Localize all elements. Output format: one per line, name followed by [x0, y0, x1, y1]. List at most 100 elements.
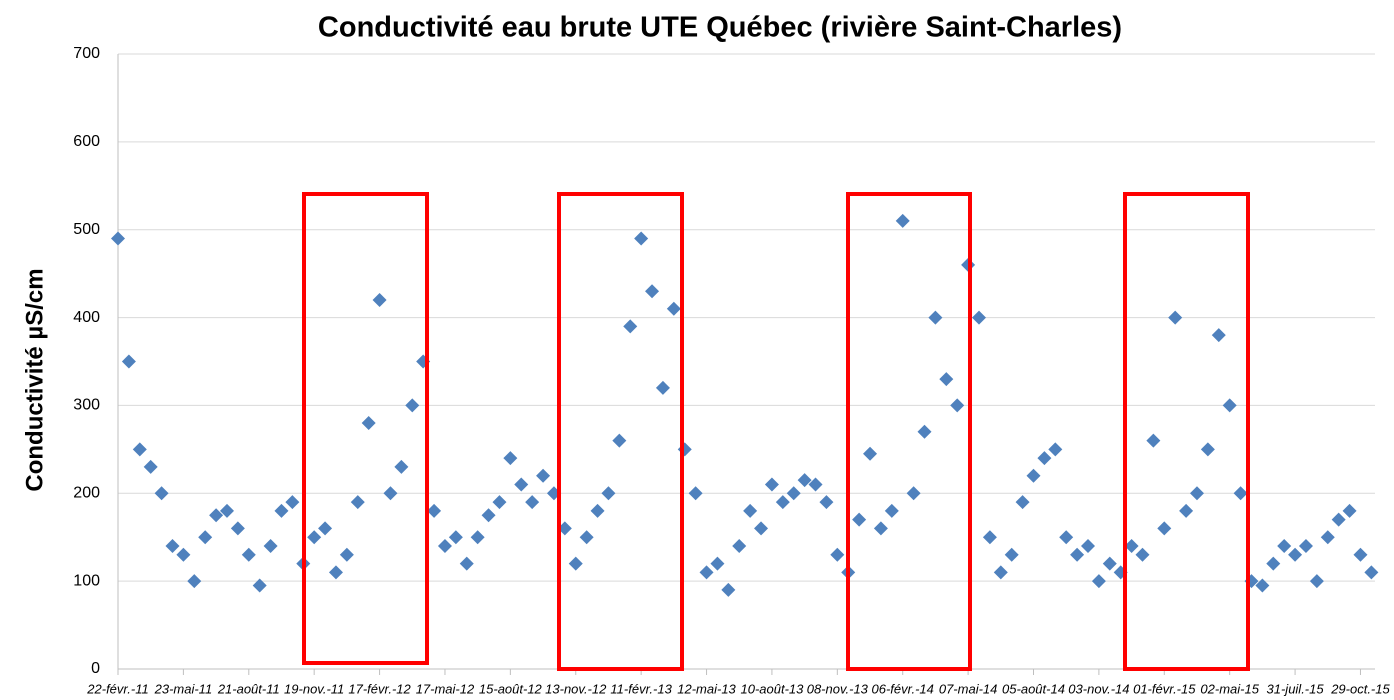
highlight-box [1123, 192, 1250, 671]
x-tick-label: 05-août-14 [1002, 681, 1065, 696]
y-tick-label: 500 [73, 221, 100, 238]
data-point [590, 503, 605, 518]
x-tick-label: 17-mai-12 [416, 681, 475, 696]
data-point [1059, 530, 1074, 545]
data-point [459, 556, 474, 571]
data-point [525, 495, 540, 510]
data-point [405, 398, 420, 413]
data-point [427, 503, 442, 518]
data-point [274, 503, 289, 518]
x-tick-label: 21-août-11 [217, 681, 280, 696]
x-tick-label: 01-févr.-15 [1133, 681, 1196, 696]
data-point [1102, 556, 1117, 571]
data-point [764, 477, 779, 492]
x-tick-label: 22-févr.-11 [86, 681, 148, 696]
data-point [710, 556, 725, 571]
data-point [1146, 433, 1161, 448]
data-point [1168, 310, 1183, 325]
data-point [743, 503, 758, 518]
data-point [187, 574, 202, 589]
data-point [1277, 539, 1292, 553]
data-point [579, 530, 594, 545]
y-tick-label: 100 [73, 572, 100, 589]
data-point [906, 486, 921, 501]
data-point [1189, 486, 1204, 501]
highlight-boxes [302, 192, 1250, 671]
data-point [830, 547, 845, 562]
x-tick-label: 15-août-12 [479, 681, 543, 696]
data-point [819, 495, 834, 510]
chart-title: Conductivité eau brute UTE Québec (riviè… [318, 12, 1122, 44]
x-tick-label: 08-nov.-13 [807, 681, 869, 696]
data-point [1255, 578, 1270, 593]
x-tick-label: 02-mai-15 [1200, 681, 1259, 696]
data-point [1331, 512, 1346, 527]
highlight-box [302, 192, 429, 665]
data-point [514, 477, 529, 492]
data-point [1048, 442, 1063, 457]
data-point [1026, 468, 1041, 483]
data-point [143, 459, 158, 474]
x-tick-label: 03-nov.-14 [1068, 681, 1129, 696]
data-point [1080, 539, 1095, 553]
data-point [1298, 539, 1313, 553]
data-point [132, 442, 147, 457]
data-point [176, 547, 191, 562]
data-point [230, 521, 245, 536]
data-point [209, 508, 224, 523]
x-tick-label: 19-nov.-11 [284, 681, 344, 696]
data-point [939, 372, 954, 387]
data-point [1004, 547, 1019, 562]
data-point [285, 495, 300, 510]
data-point [797, 473, 812, 488]
data-point [165, 539, 180, 553]
y-axis-label: Conductivité µS/cm [21, 268, 48, 491]
data-point [503, 451, 518, 466]
data-point [361, 416, 376, 430]
data-point [1200, 442, 1215, 457]
data-point [394, 459, 409, 474]
data-point [350, 495, 365, 510]
data-point [1320, 530, 1335, 545]
data-point [928, 310, 943, 325]
data-point [677, 442, 692, 457]
highlight-box [846, 192, 972, 671]
data-point [263, 539, 278, 553]
data-point [699, 565, 714, 580]
x-tick-label: 13-nov.-12 [545, 681, 607, 696]
data-point [481, 508, 496, 523]
data-point [1211, 328, 1226, 343]
data-point [623, 319, 638, 334]
data-point [808, 477, 823, 492]
data-point [612, 433, 627, 448]
data-point [754, 521, 769, 536]
data-point [492, 495, 507, 510]
data-point [666, 301, 681, 316]
data-point [154, 486, 169, 501]
data-point [568, 556, 583, 571]
data-point [1266, 556, 1281, 571]
data-point [1070, 547, 1085, 562]
y-tick-label: 0 [91, 660, 100, 677]
x-tick-label: 10-août-13 [740, 681, 804, 696]
data-point [198, 530, 213, 545]
data-point [1135, 547, 1150, 562]
data-point [917, 424, 932, 439]
y-tick-label: 200 [73, 485, 100, 502]
data-point [470, 530, 485, 545]
highlight-box [557, 192, 684, 671]
data-point [1353, 547, 1368, 562]
data-point [950, 398, 965, 413]
data-point [775, 495, 790, 510]
data-point [721, 582, 736, 597]
data-point [863, 446, 878, 461]
data-point [328, 565, 343, 580]
data-point [1288, 547, 1303, 562]
data-point [219, 503, 234, 518]
data-point [383, 486, 398, 501]
x-tick-label: 07-mai-14 [939, 681, 998, 696]
data-point [339, 547, 354, 562]
data-point [241, 547, 256, 562]
data-point [982, 530, 997, 545]
